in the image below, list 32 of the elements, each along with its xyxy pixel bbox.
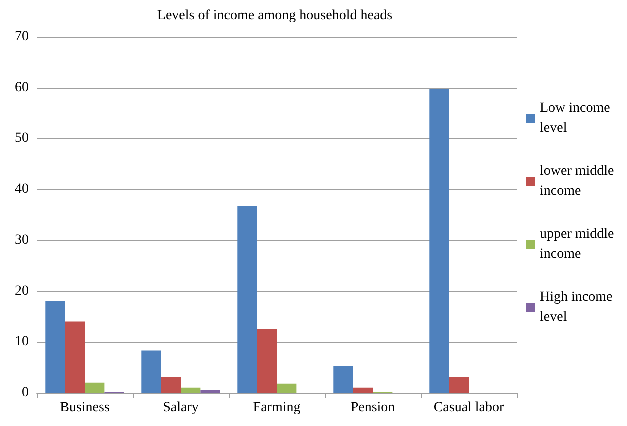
legend-label: upper middle income bbox=[540, 227, 618, 262]
y-tick-label: 50 bbox=[15, 131, 29, 146]
bar bbox=[200, 390, 220, 393]
bar bbox=[46, 301, 66, 393]
x-tick-label: Casual labor bbox=[434, 400, 505, 416]
bar bbox=[181, 388, 201, 393]
bar bbox=[65, 322, 85, 393]
bar bbox=[85, 382, 105, 393]
x-tick-label: Pension bbox=[350, 400, 396, 416]
y-tick-label: 70 bbox=[15, 30, 29, 44]
y-tick-label: 30 bbox=[15, 232, 29, 248]
x-tick-label: Business bbox=[60, 400, 110, 416]
bar bbox=[449, 377, 469, 393]
x-tick-label: Farming bbox=[253, 400, 301, 416]
bar bbox=[238, 206, 258, 393]
y-tick-label: 20 bbox=[15, 284, 29, 299]
bar bbox=[430, 89, 450, 393]
legend-label: High income level bbox=[540, 290, 616, 325]
y-tick-label: 60 bbox=[15, 80, 29, 96]
y-tick-label: 0 bbox=[22, 386, 29, 400]
bar bbox=[334, 366, 354, 393]
chart-title: Levels of income among household heads bbox=[157, 8, 393, 24]
legend-label: Low income level bbox=[540, 101, 614, 136]
legend-label: lower middle income bbox=[540, 164, 618, 199]
bar bbox=[277, 384, 297, 393]
bar bbox=[161, 377, 181, 393]
x-tick-label: Salary bbox=[163, 400, 199, 416]
bar bbox=[142, 350, 162, 393]
y-tick-label: 40 bbox=[15, 182, 29, 198]
bar bbox=[353, 388, 373, 393]
y-tick-label: 10 bbox=[15, 334, 29, 350]
bar bbox=[257, 329, 277, 393]
